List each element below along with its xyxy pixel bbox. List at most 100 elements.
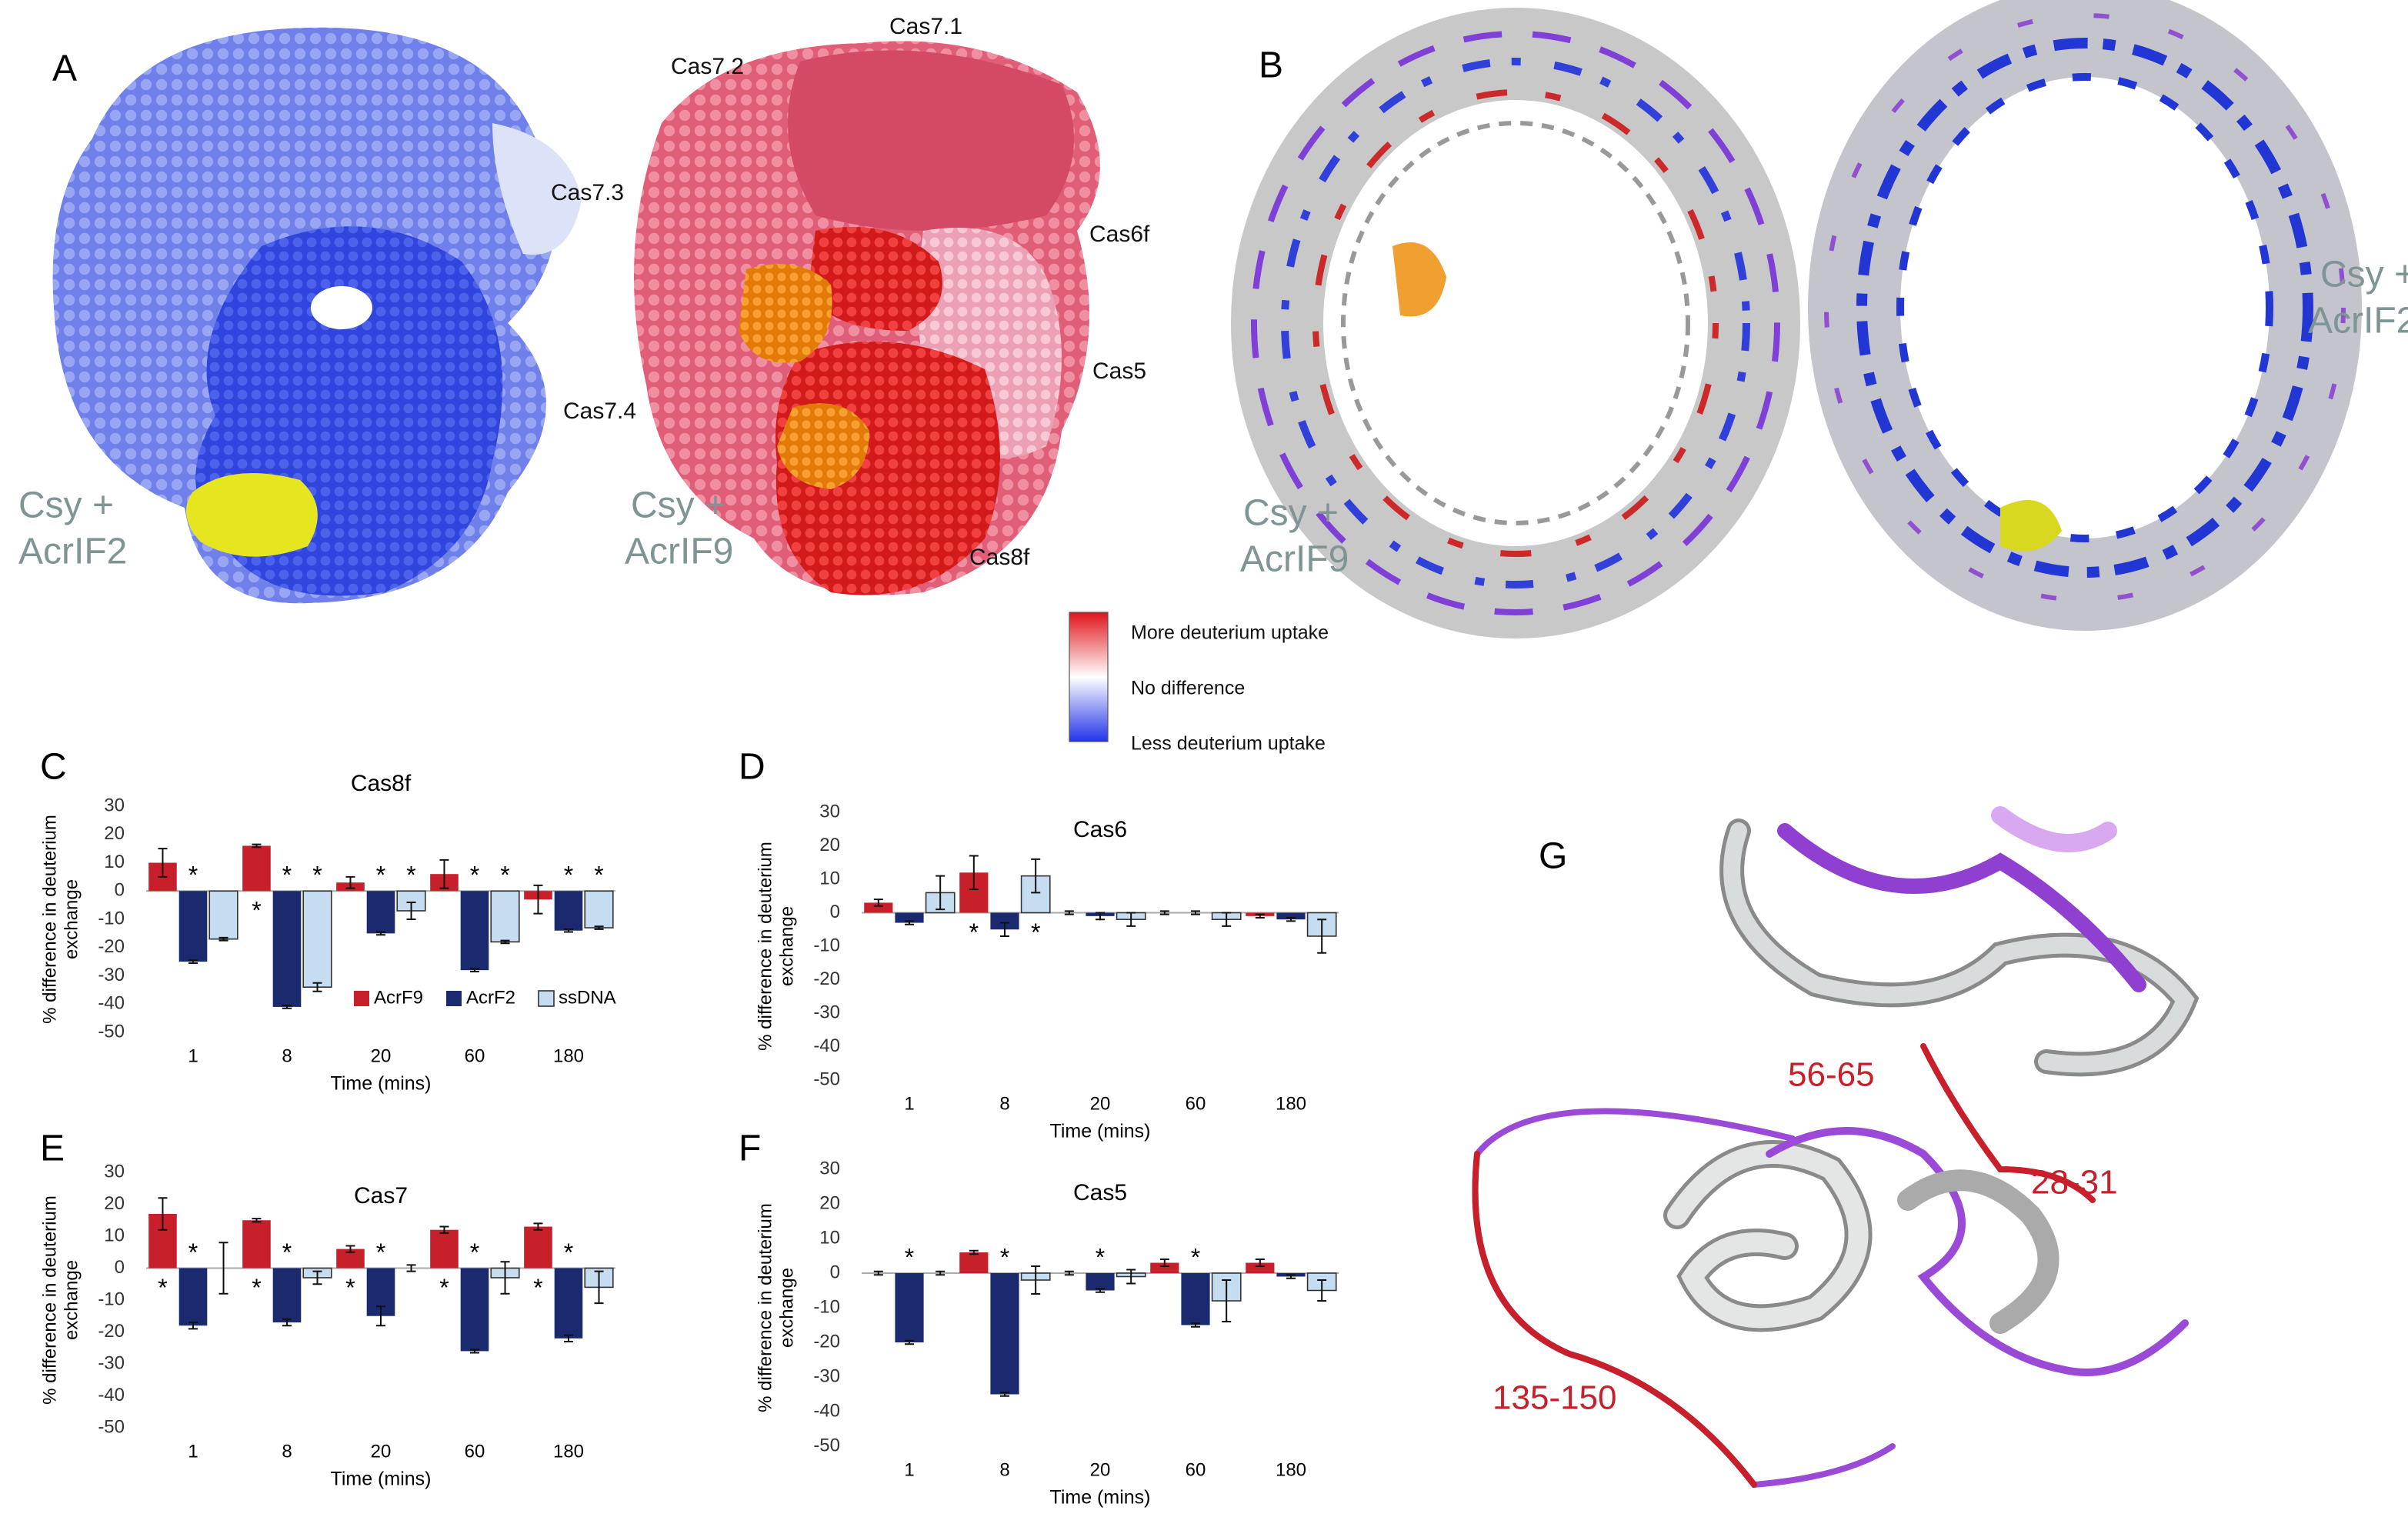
y-axis-label: % difference in deuterium — [39, 1195, 60, 1405]
colorbar: More deuterium uptake No difference Less… — [1069, 612, 1329, 755]
significance-star: * — [252, 1274, 261, 1302]
panel-label: D — [739, 747, 765, 788]
significance-star: * — [252, 897, 261, 925]
y-tick-label: -40 — [813, 1400, 840, 1421]
bar — [178, 1268, 208, 1326]
caption: Csy + — [2320, 255, 2408, 295]
bar — [895, 912, 924, 923]
x-tick-label: 8 — [999, 1459, 1009, 1480]
y-axis-label: % difference in deuterium — [39, 815, 60, 1024]
error-bar — [905, 1339, 914, 1345]
chart-title: Cas5 — [1073, 1180, 1127, 1205]
error-bar — [376, 931, 385, 936]
x-tick-label: 20 — [371, 1441, 392, 1462]
y-tick-label: -50 — [813, 1069, 840, 1089]
y-tick-label: 30 — [104, 1161, 125, 1182]
significance-star: * — [312, 862, 322, 889]
significance-star: * — [188, 862, 198, 889]
error-bar — [188, 959, 198, 964]
chart-title: Cas6 — [1073, 817, 1127, 842]
bar — [990, 912, 1019, 930]
significance-star: * — [1031, 919, 1040, 946]
error-bar — [533, 884, 543, 915]
y-tick-label: -30 — [98, 1352, 125, 1373]
y-tick-label: -40 — [98, 993, 125, 1014]
y-tick-label: -20 — [813, 969, 840, 989]
x-tick-label: 180 — [1276, 1459, 1306, 1480]
significance-star: * — [533, 1274, 542, 1302]
bar — [959, 1252, 989, 1273]
error-bar — [873, 899, 883, 907]
bar — [1246, 1262, 1275, 1273]
y-tick-label: -10 — [813, 935, 840, 955]
significance-star: * — [1191, 1243, 1200, 1271]
subunit-label: Cas7.1 — [889, 14, 962, 39]
bar — [1181, 1273, 1210, 1325]
significance-star: * — [969, 919, 979, 946]
error-bar — [1191, 1322, 1200, 1328]
y-axis-label: exchange — [776, 1268, 797, 1348]
subunit-label: Cas5 — [1092, 358, 1146, 384]
error-bar — [1000, 922, 1009, 937]
error-bar — [1286, 917, 1296, 922]
error-bar — [1064, 910, 1074, 915]
bar — [1086, 1273, 1115, 1291]
x-tick-label: 20 — [1090, 1093, 1111, 1114]
significance-star: * — [905, 1243, 914, 1271]
error-bar — [594, 925, 604, 930]
error-bar — [500, 1261, 510, 1295]
region-label: 135-150 — [1492, 1379, 1616, 1417]
bar — [554, 891, 583, 931]
y-tick-label: -50 — [98, 1021, 125, 1042]
bar — [1150, 1262, 1179, 1273]
x-tick-label: 1 — [904, 1093, 914, 1114]
panel-label: B — [1259, 45, 1283, 86]
x-tick-label: 20 — [371, 1045, 392, 1066]
y-tick-label: 20 — [819, 1192, 840, 1213]
legend-swatch — [354, 991, 369, 1006]
error-bar — [345, 875, 355, 889]
significance-star: * — [376, 1239, 385, 1266]
panel-label: A — [52, 48, 77, 89]
panel-label: G — [1539, 836, 1567, 877]
error-bar — [1286, 1274, 1296, 1279]
x-tick-label: 8 — [282, 1441, 292, 1462]
significance-star: * — [1096, 1243, 1105, 1271]
error-bar — [1191, 910, 1200, 915]
bar — [242, 845, 271, 892]
x-tick-label: 60 — [1186, 1459, 1206, 1480]
y-tick-label: 0 — [115, 880, 125, 901]
error-bar — [564, 1334, 573, 1342]
bar — [864, 902, 893, 913]
y-tick-label: 10 — [819, 1227, 840, 1248]
x-tick-label: 60 — [465, 1045, 485, 1066]
significance-star: * — [470, 862, 479, 889]
y-tick-label: -20 — [98, 936, 125, 957]
bar — [524, 1226, 552, 1269]
y-tick-label: 10 — [104, 852, 125, 872]
significance-star: * — [564, 862, 573, 889]
region-label: 56-65 — [1788, 1056, 1875, 1094]
error-bar — [533, 1222, 543, 1231]
x-tick-label: 1 — [188, 1045, 198, 1066]
y-tick-label: 0 — [830, 1262, 840, 1282]
panel-label: F — [739, 1129, 761, 1169]
significance-star: * — [594, 862, 603, 889]
error-bar — [406, 1264, 416, 1272]
error-bar — [252, 843, 262, 849]
legend-label: AcrF2 — [466, 987, 515, 1008]
x-tick-label: 1 — [188, 1441, 198, 1462]
error-bar — [1159, 910, 1169, 915]
bar — [1276, 912, 1306, 920]
error-bar — [312, 1270, 322, 1285]
error-bar — [158, 848, 168, 878]
subunit-label: Cas7.4 — [563, 398, 636, 424]
error-bar — [218, 1242, 228, 1295]
subunit-label: Cas6f — [1089, 222, 1150, 247]
error-bar — [969, 855, 979, 891]
y-axis-label: exchange — [61, 1260, 82, 1340]
bar — [178, 891, 208, 962]
structure-b-right: Csy + AcrIF2 — [1808, 0, 2408, 631]
significance-star: * — [282, 862, 292, 889]
